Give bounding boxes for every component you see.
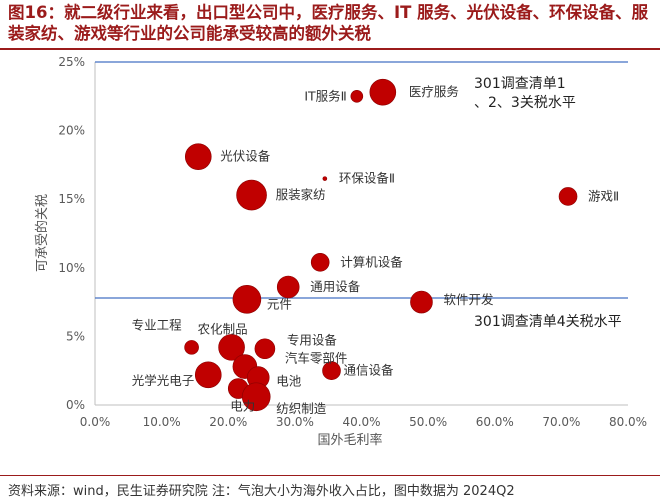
bubble-label: 通用设备 <box>310 279 361 294</box>
bubble-label: 农化制品 <box>198 321 248 336</box>
bubble-chart: 0% 5% 10% 15% 20% 25% 0.0% 10.0% 20.0% 30.0% 40.0… <box>34 55 647 448</box>
bubble-label: 电池 <box>276 374 302 389</box>
bubble-label: IT服务Ⅱ <box>304 88 346 103</box>
bubble <box>410 290 433 314</box>
y-tick-label: 10% <box>58 261 85 275</box>
bubble <box>322 176 328 181</box>
axes <box>94 62 628 406</box>
bubble <box>350 90 364 103</box>
y-tick-label: 0% <box>66 398 85 412</box>
reference-line-label: 301调查清单4关税水平 <box>474 314 622 330</box>
bubble-label: 医疗服务 <box>409 84 459 99</box>
bubble <box>194 361 222 389</box>
y-tick-label: 20% <box>58 124 85 138</box>
reference-lines: 301调查清单1 、2、3关税水平 301调查清单4关税水平 <box>95 61 628 330</box>
reference-line-label: 301调查清单1 、2、3关税水平 <box>474 76 576 111</box>
x-tick-label: 70.0% <box>542 415 580 429</box>
bubble-label: 游戏Ⅱ <box>588 188 619 203</box>
x-tick-label: 60.0% <box>476 415 514 429</box>
x-tick-label: 50.0% <box>409 415 447 429</box>
bubble <box>322 361 341 381</box>
bubble-label: 专业工程 <box>132 317 183 332</box>
bubble <box>184 143 212 170</box>
bubble-label: 汽车零部件 <box>285 351 348 366</box>
source-note: 资料来源：wind，民生证券研究院 注：气泡大小为海外收入占比，图中数据为 20… <box>8 484 515 499</box>
bubble <box>218 334 245 361</box>
figure-title: 图16：就二级行业来看，出口型公司中，医疗服务、IT 服务、光伏设备、环保设备、… <box>8 3 649 43</box>
x-tick-label: 30.0% <box>276 415 314 429</box>
bubble-label: 环保设备Ⅱ <box>339 171 395 186</box>
x-tick-labels: 0.0% 10.0% 20.0% 30.0% 40.0% 50.0% 60.0% 70.0% 8… <box>80 415 647 429</box>
bubble-label: 纺织制造 <box>276 401 327 416</box>
x-tick-label: 80.0% <box>609 415 647 429</box>
title-divider <box>0 48 660 50</box>
y-tick-label: 5% <box>66 329 85 343</box>
y-tick-labels: 0% 5% 10% 15% 20% 25% <box>58 55 85 412</box>
bubble <box>184 340 199 355</box>
bubble-label: 计算机设备 <box>340 254 403 269</box>
y-tick-label: 25% <box>58 55 85 69</box>
bubble <box>310 253 330 272</box>
bubble <box>558 187 578 206</box>
bubble-label: 元件 <box>267 296 292 311</box>
bubble <box>254 338 276 360</box>
bubbles <box>184 78 578 412</box>
bubble <box>232 285 262 314</box>
bubble <box>241 382 271 412</box>
bubble-label: 光学光电子 <box>132 373 195 388</box>
bubble-label: 光伏设备 <box>220 149 271 164</box>
bubble-label: 服装家纺 <box>276 187 326 202</box>
bubble <box>276 275 300 299</box>
x-axis-title: 国外毛利率 <box>317 432 382 448</box>
x-tick-label: 0.0% <box>80 415 111 429</box>
bubble-label: 通信设备 <box>344 363 395 378</box>
bubble-label: 电力 <box>230 399 255 414</box>
bubble-label: 软件开发 <box>443 292 494 307</box>
y-tick-label: 15% <box>58 192 85 206</box>
x-tick-label: 20.0% <box>209 415 247 429</box>
bubble-label: 专用设备 <box>287 333 338 348</box>
y-axis-title: 可承受的关税 <box>34 194 50 272</box>
x-tick-label: 10.0% <box>143 415 181 429</box>
bubble <box>369 78 397 106</box>
x-tick-label: 40.0% <box>342 415 380 429</box>
bubble <box>236 179 267 211</box>
footer-divider <box>0 475 660 476</box>
